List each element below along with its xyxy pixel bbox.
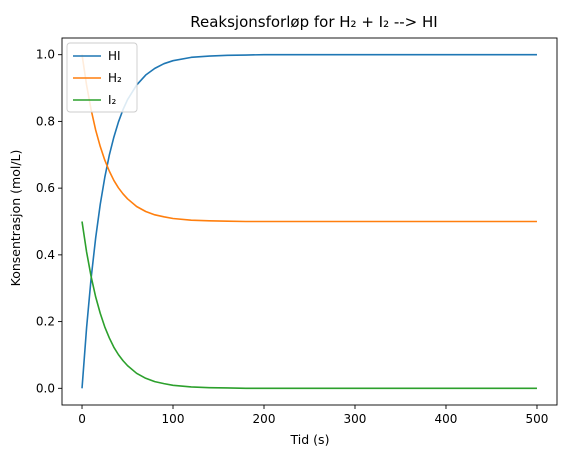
axes-layer: 0 100 200 300 400 500 0.0 0.2 0.4 0.6 0.8 1.0 — [36, 37, 558, 426]
x-tick-label: 100 — [162, 412, 185, 426]
plot-frame — [61, 37, 558, 406]
x-axis-label: Tid (s) — [290, 432, 330, 447]
series-line-2 — [81, 221, 537, 390]
y-tick-label: 0.6 — [36, 181, 55, 195]
y-tick-label: 0.4 — [36, 248, 55, 262]
x-tick-label: 400 — [435, 412, 458, 426]
legend-label-0: HI — [108, 49, 121, 63]
y-tick-label: 0.8 — [36, 114, 55, 128]
legend-label-1: H₂ — [108, 71, 122, 85]
x-tick-label: 300 — [344, 412, 367, 426]
y-tick-label: 0.2 — [36, 315, 55, 329]
y-tick-label: 1.0 — [36, 48, 55, 62]
series-layer — [81, 53, 537, 390]
legend: HI H₂ I₂ — [66, 42, 138, 113]
legend-box — [66, 42, 138, 113]
y-tick-label: 0.0 — [36, 381, 55, 395]
chart-title: Reaksjonsforløp for H₂ + I₂ --> HI — [190, 13, 437, 31]
series-line-0 — [81, 53, 537, 389]
series-line-1 — [81, 54, 537, 223]
y-axis-label: Konsentrasjon (mol/L) — [8, 150, 23, 287]
x-tick-label: 200 — [253, 412, 276, 426]
legend-label-2: I₂ — [108, 93, 117, 107]
x-tick-label: 500 — [526, 412, 549, 426]
x-tick-label: 0 — [78, 412, 86, 426]
